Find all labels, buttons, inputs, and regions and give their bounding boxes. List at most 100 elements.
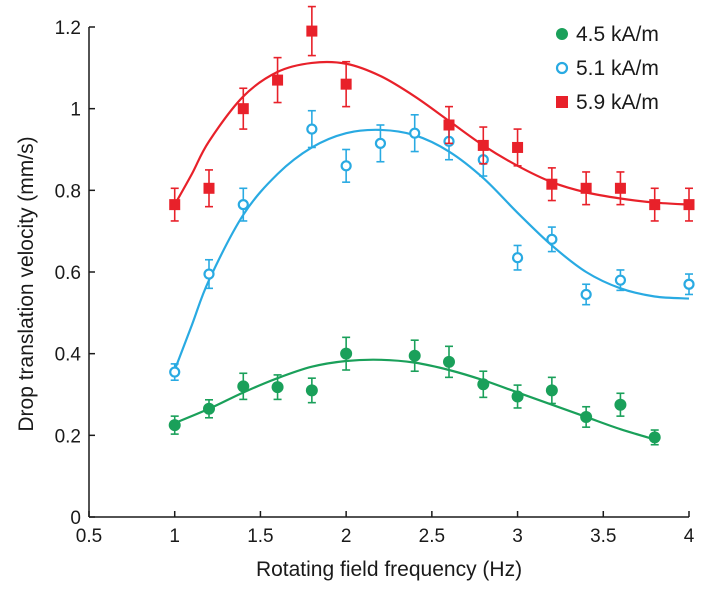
marker-filled-circle bbox=[545, 384, 558, 397]
fit-curves bbox=[173, 60, 690, 441]
marker-filled-circle bbox=[648, 431, 661, 444]
data-point-5-9-ka-m bbox=[340, 60, 352, 108]
marker-filled-circle bbox=[168, 419, 181, 432]
x-axis-label: Rotating field frequency (Hz) bbox=[256, 558, 522, 581]
marker-square bbox=[683, 199, 695, 211]
data-point-5-1-ka-m bbox=[340, 148, 352, 183]
data-point-5-9-ka-m bbox=[169, 187, 181, 222]
legend-marker bbox=[556, 96, 568, 108]
x-tick-label: 2 bbox=[341, 526, 352, 547]
legend-label: 4.5 kA/m bbox=[576, 23, 659, 46]
marker-square bbox=[237, 103, 249, 115]
marker-filled-circle bbox=[305, 384, 318, 397]
marker-square bbox=[546, 178, 558, 190]
fit-curve-5-9-ka-m bbox=[173, 60, 690, 206]
marker-filled-circle bbox=[614, 398, 627, 411]
marker-filled-circle bbox=[408, 349, 421, 362]
x-ticks: 0.5 1 1.5 2 2.5 3 3.5 4 bbox=[76, 511, 695, 547]
marker-open-circle bbox=[306, 123, 318, 135]
marker-filled-circle bbox=[580, 410, 593, 423]
data-point-4-5-ka-m bbox=[648, 429, 661, 446]
data-point-5-1-ka-m bbox=[614, 269, 627, 292]
marker-square bbox=[272, 74, 284, 86]
marker-square bbox=[203, 182, 215, 194]
y-tick-label: 0.2 bbox=[55, 426, 81, 447]
legend-item-5-9-ka-m: 5.9 kA/m bbox=[556, 91, 659, 114]
marker-filled-circle bbox=[443, 355, 455, 368]
data-point-5-9-ka-m bbox=[306, 5, 318, 57]
data-point-4-5-ka-m bbox=[203, 399, 215, 419]
data-point-5-1-ka-m bbox=[237, 187, 249, 222]
marker-square bbox=[580, 182, 592, 194]
marker-square bbox=[443, 119, 455, 131]
data-point-4-5-ka-m bbox=[580, 405, 593, 428]
data-point-5-9-ka-m bbox=[512, 128, 524, 167]
data-point-5-9-ka-m bbox=[546, 167, 558, 202]
data-point-5-1-ka-m bbox=[546, 226, 558, 253]
data-point-5-1-ka-m bbox=[374, 124, 387, 163]
data-point-4-5-ka-m bbox=[408, 339, 421, 373]
data-point-5-9-ka-m bbox=[203, 169, 215, 208]
marker-filled-circle bbox=[340, 347, 353, 360]
marker-filled-circle bbox=[271, 381, 284, 394]
data-point-5-9-ka-m bbox=[580, 171, 592, 206]
data-point-5-9-ka-m bbox=[477, 126, 489, 165]
legend-label: 5.9 kA/m bbox=[576, 91, 659, 114]
data-point-4-5-ka-m bbox=[305, 377, 318, 404]
data-point-4-5-ka-m bbox=[340, 336, 353, 371]
y-tick-label: 0 bbox=[70, 508, 81, 529]
data-point-5-1-ka-m bbox=[409, 113, 421, 153]
marker-open-circle bbox=[340, 160, 352, 172]
data-point-4-5-ka-m bbox=[511, 384, 524, 409]
y-tick-label: 1.2 bbox=[55, 18, 81, 39]
marker-open-circle bbox=[169, 366, 181, 378]
marker-square bbox=[169, 199, 181, 211]
marker-square bbox=[306, 25, 318, 37]
marker-open-circle bbox=[374, 137, 387, 149]
data-point-4-5-ka-m bbox=[271, 374, 284, 401]
data-point-4-5-ka-m bbox=[477, 370, 490, 399]
legend-item-5-1-ka-m: 5.1 kA/m bbox=[555, 57, 659, 80]
y-tick-label: 0.4 bbox=[55, 345, 82, 366]
marker-open-circle bbox=[237, 199, 249, 211]
x-tick-label: 2.5 bbox=[419, 526, 445, 547]
data-point-4-5-ka-m bbox=[545, 376, 558, 405]
legend-label: 5.1 kA/m bbox=[576, 57, 659, 80]
y-axis-label: Drop translation velocity (mm/s) bbox=[15, 136, 38, 431]
fit-curve-5-1-ka-m bbox=[173, 128, 690, 371]
marker-open-circle bbox=[546, 233, 558, 245]
marker-open-circle bbox=[511, 252, 524, 264]
axes: 0.5 1 1.5 2 2.5 3 3.5 4 0 0.2 0.4 0.6 0.8 1 1.2 bbox=[55, 18, 695, 547]
x-tick-label: 3 bbox=[512, 526, 523, 547]
x-tick-label: 1 bbox=[169, 526, 180, 547]
x-tick-label: 1.5 bbox=[247, 526, 273, 547]
x-tick-label: 4 bbox=[684, 526, 695, 547]
data-point-5-1-ka-m bbox=[683, 273, 695, 296]
marker-square bbox=[649, 199, 661, 211]
data-point-5-9-ka-m bbox=[443, 105, 455, 145]
data-point-5-1-ka-m bbox=[203, 258, 215, 290]
y-tick-label: 0.6 bbox=[55, 263, 81, 284]
data-point-5-1-ka-m bbox=[580, 283, 592, 306]
data-point-5-9-ka-m bbox=[649, 187, 661, 222]
legend-marker bbox=[555, 61, 569, 75]
marker-square bbox=[477, 139, 489, 151]
data-point-5-1-ka-m bbox=[306, 109, 318, 149]
y-ticks: 0 0.2 0.4 0.6 0.8 1 1.2 bbox=[55, 18, 95, 529]
marker-filled-circle bbox=[237, 380, 250, 393]
marker-square bbox=[614, 182, 626, 194]
data-point-5-1-ka-m bbox=[169, 363, 181, 382]
marker-square bbox=[512, 141, 524, 153]
y-tick-label: 0.8 bbox=[55, 181, 81, 202]
data-point-5-9-ka-m bbox=[683, 187, 695, 222]
data-point-4-5-ka-m bbox=[443, 345, 455, 379]
marker-square bbox=[340, 78, 352, 90]
x-tick-label: 3.5 bbox=[590, 526, 616, 547]
legend-marker bbox=[556, 28, 568, 40]
marker-filled-circle bbox=[477, 378, 490, 391]
data-point-5-1-ka-m bbox=[511, 244, 524, 271]
marker-open-circle bbox=[580, 288, 592, 301]
marker-open-circle bbox=[203, 268, 215, 280]
data-point-5-9-ka-m bbox=[614, 171, 626, 206]
